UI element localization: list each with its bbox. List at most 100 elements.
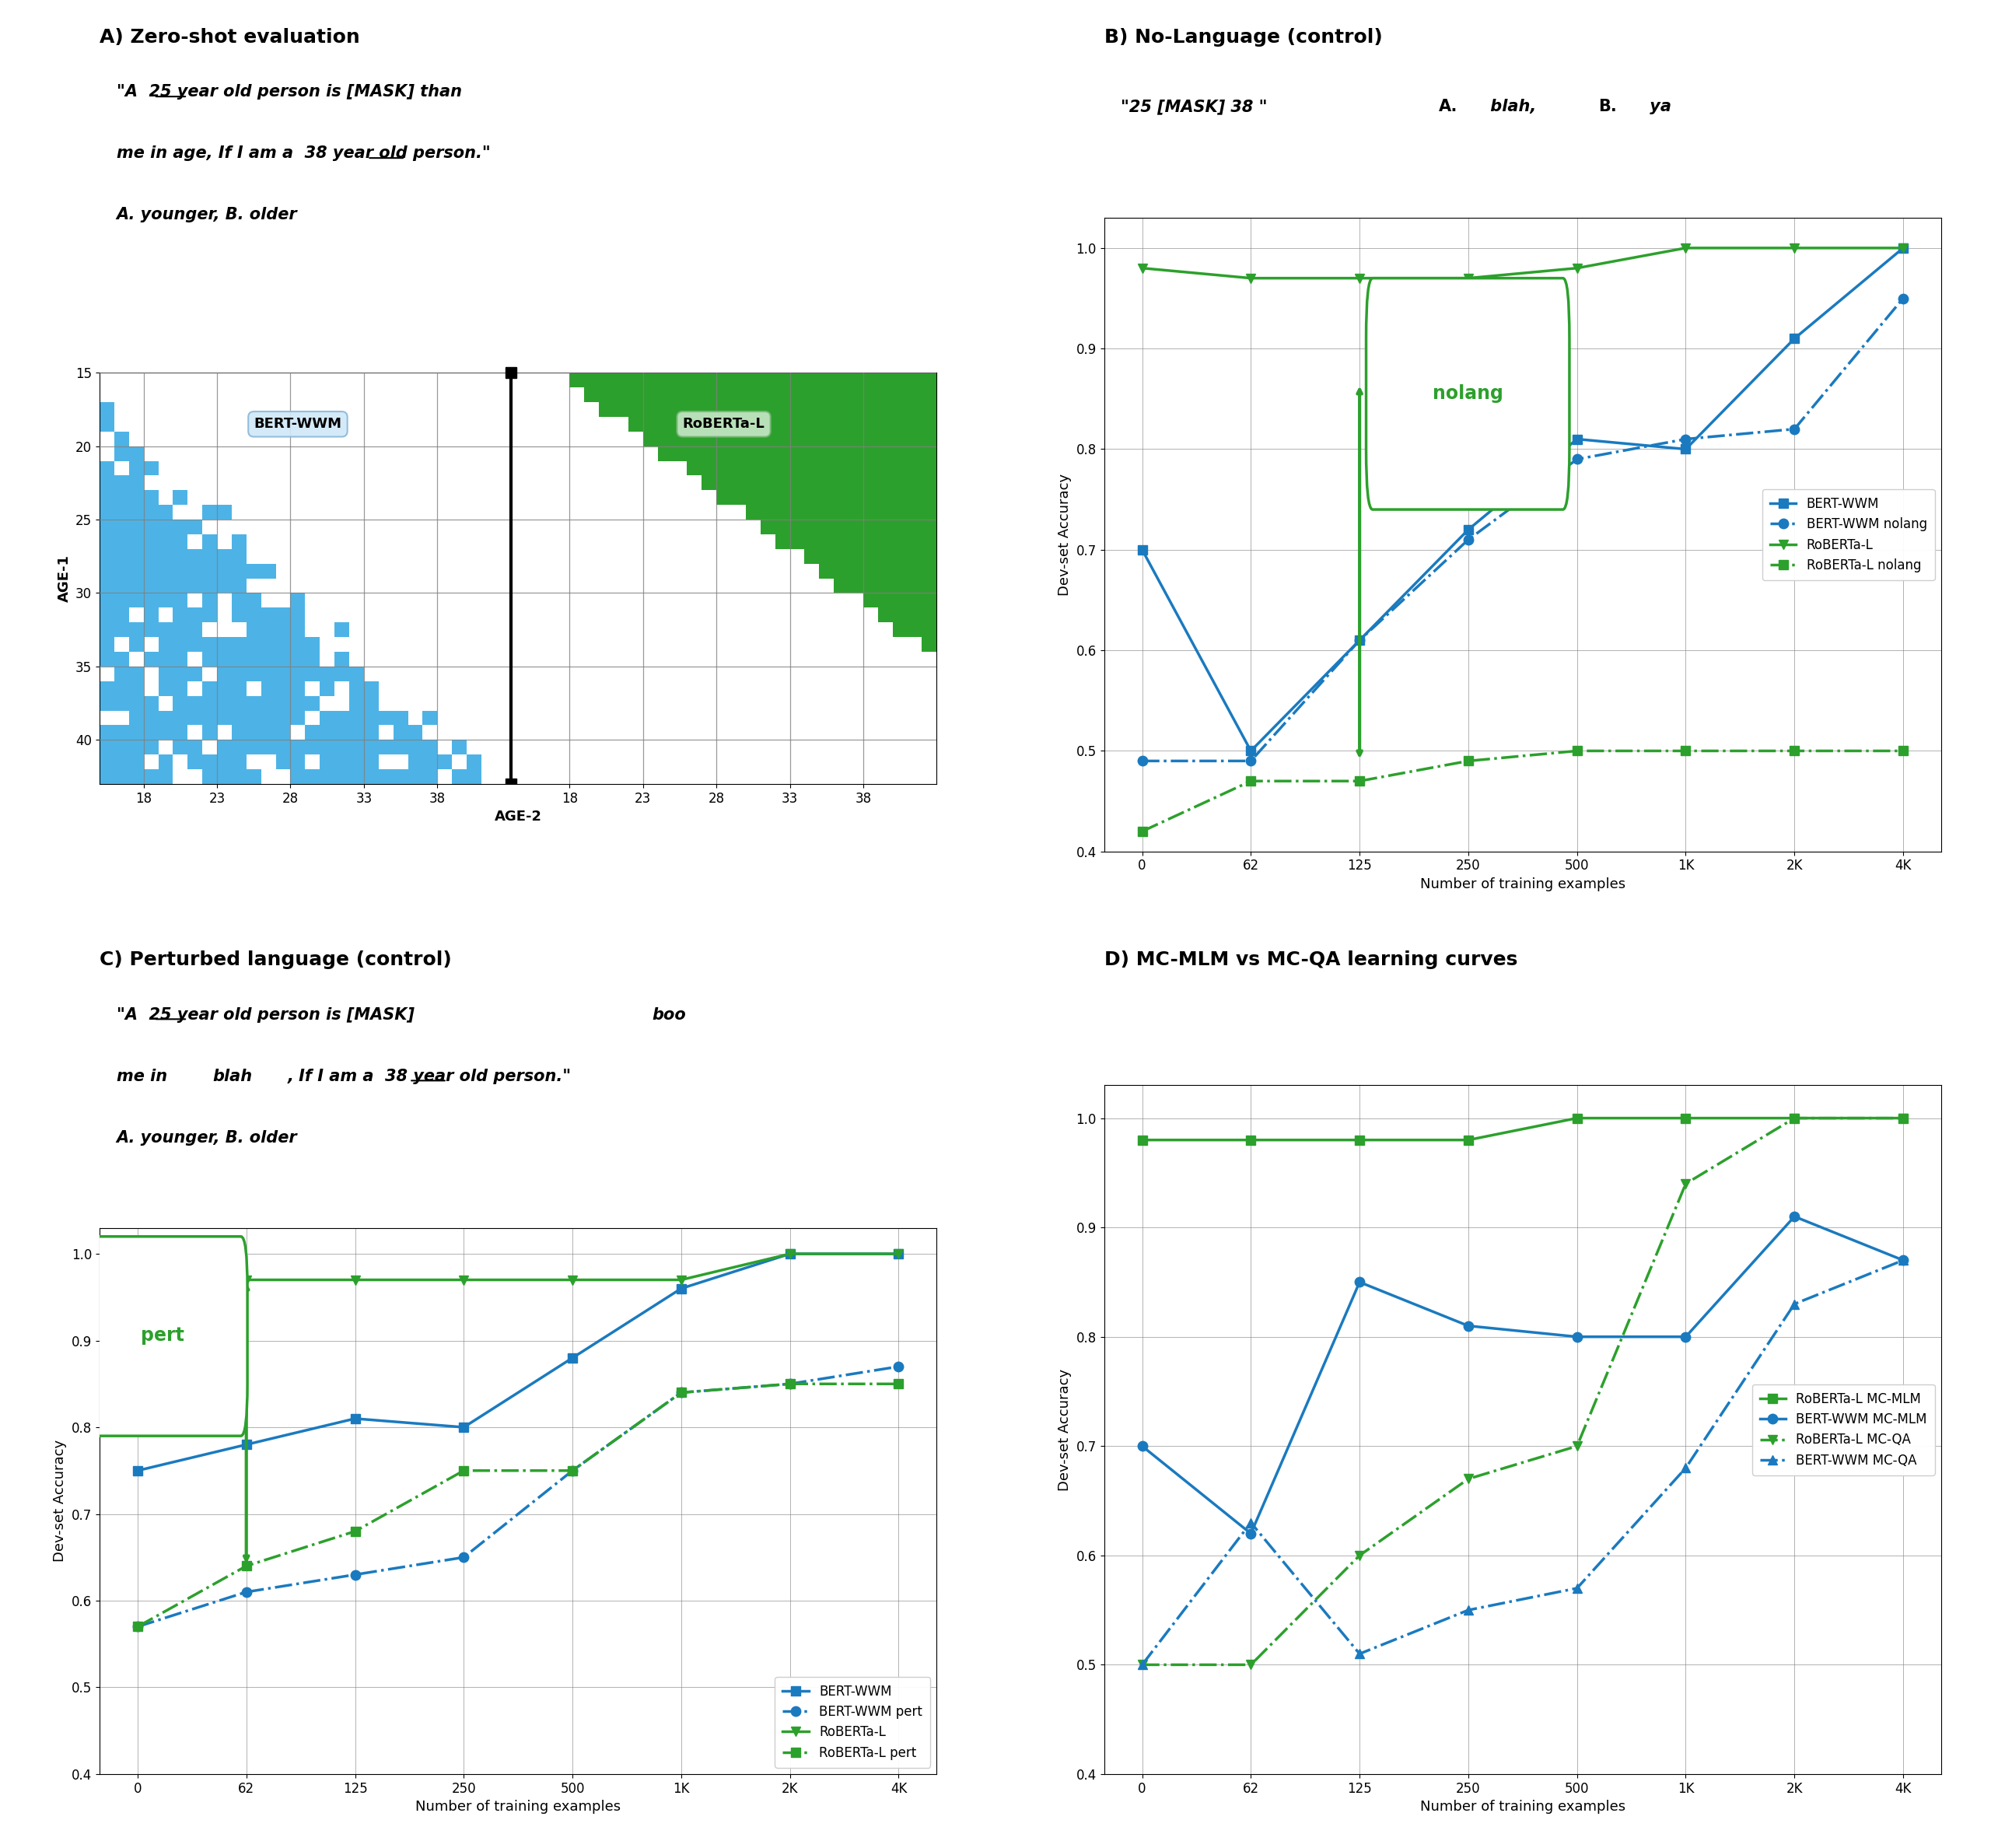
- Bar: [159, 549, 173, 564]
- Legend: BERT-WWM, BERT-WWM pert, RoBERTa-L, RoBERTa-L pert: BERT-WWM, BERT-WWM pert, RoBERTa-L, RoBE…: [774, 1676, 930, 1767]
- Bar: [277, 754, 291, 769]
- Bar: [143, 519, 159, 534]
- Bar: [804, 534, 818, 549]
- Bar: [848, 418, 864, 431]
- Bar: [203, 710, 217, 724]
- Bar: [187, 519, 203, 534]
- Text: BERT-WWM: BERT-WWM: [255, 418, 342, 431]
- Bar: [247, 593, 261, 608]
- Bar: [143, 534, 159, 549]
- Bar: [892, 445, 908, 460]
- Bar: [864, 445, 878, 460]
- Bar: [129, 739, 143, 754]
- Bar: [247, 697, 261, 710]
- Bar: [908, 431, 922, 445]
- Bar: [100, 638, 113, 652]
- Bar: [100, 754, 113, 769]
- Bar: [277, 638, 291, 652]
- Bar: [129, 475, 143, 490]
- Bar: [113, 534, 129, 549]
- Bar: [334, 754, 348, 769]
- Bar: [261, 638, 277, 652]
- Bar: [731, 431, 747, 445]
- Bar: [878, 388, 892, 403]
- Bar: [892, 608, 908, 623]
- Bar: [747, 505, 761, 519]
- Bar: [747, 418, 761, 431]
- Bar: [113, 475, 129, 490]
- Bar: [908, 373, 922, 388]
- Bar: [261, 724, 277, 739]
- Bar: [100, 549, 113, 564]
- Bar: [321, 682, 334, 697]
- Bar: [922, 388, 936, 403]
- Bar: [334, 710, 348, 724]
- Bar: [687, 373, 701, 388]
- Bar: [334, 667, 348, 682]
- Bar: [864, 388, 878, 403]
- Bar: [717, 388, 731, 403]
- Bar: [113, 769, 129, 784]
- Bar: [908, 505, 922, 519]
- Bar: [173, 549, 187, 564]
- Bar: [261, 667, 277, 682]
- Bar: [334, 623, 348, 638]
- Text: blah: blah: [213, 1068, 253, 1085]
- Bar: [892, 418, 908, 431]
- Bar: [364, 697, 378, 710]
- Bar: [113, 697, 129, 710]
- Bar: [774, 519, 790, 534]
- Bar: [848, 388, 864, 403]
- Bar: [291, 667, 305, 682]
- Bar: [687, 403, 701, 418]
- Bar: [129, 519, 143, 534]
- Bar: [657, 445, 673, 460]
- Bar: [143, 578, 159, 593]
- Bar: [834, 388, 848, 403]
- Bar: [305, 652, 321, 667]
- Bar: [878, 549, 892, 564]
- Bar: [261, 608, 277, 623]
- Bar: [804, 418, 818, 431]
- Bar: [231, 564, 247, 578]
- X-axis label: AGE-2: AGE-2: [494, 809, 542, 824]
- Bar: [818, 460, 834, 475]
- Bar: [673, 403, 687, 418]
- Bar: [173, 519, 187, 534]
- Bar: [848, 403, 864, 418]
- Bar: [834, 505, 848, 519]
- Bar: [364, 769, 378, 784]
- Bar: [364, 724, 378, 739]
- Bar: [143, 460, 159, 475]
- Text: C) Perturbed language (control): C) Perturbed language (control): [100, 950, 452, 968]
- Text: boo: boo: [653, 1007, 687, 1022]
- Bar: [159, 593, 173, 608]
- Bar: [129, 769, 143, 784]
- Bar: [394, 710, 408, 724]
- Bar: [892, 373, 908, 388]
- Bar: [761, 418, 774, 431]
- Text: A.: A.: [1439, 100, 1457, 115]
- Bar: [231, 638, 247, 652]
- Bar: [378, 739, 394, 754]
- Bar: [187, 754, 203, 769]
- Bar: [203, 578, 217, 593]
- Bar: [864, 403, 878, 418]
- Bar: [203, 534, 217, 549]
- Bar: [908, 534, 922, 549]
- Bar: [203, 505, 217, 519]
- Bar: [774, 431, 790, 445]
- Bar: [187, 578, 203, 593]
- Bar: [159, 769, 173, 784]
- Bar: [864, 418, 878, 431]
- Bar: [892, 431, 908, 445]
- Bar: [717, 431, 731, 445]
- Bar: [613, 373, 629, 388]
- Bar: [277, 608, 291, 623]
- Bar: [364, 739, 378, 754]
- Bar: [892, 475, 908, 490]
- Bar: [159, 754, 173, 769]
- Bar: [113, 682, 129, 697]
- Bar: [643, 373, 657, 388]
- Bar: [701, 418, 717, 431]
